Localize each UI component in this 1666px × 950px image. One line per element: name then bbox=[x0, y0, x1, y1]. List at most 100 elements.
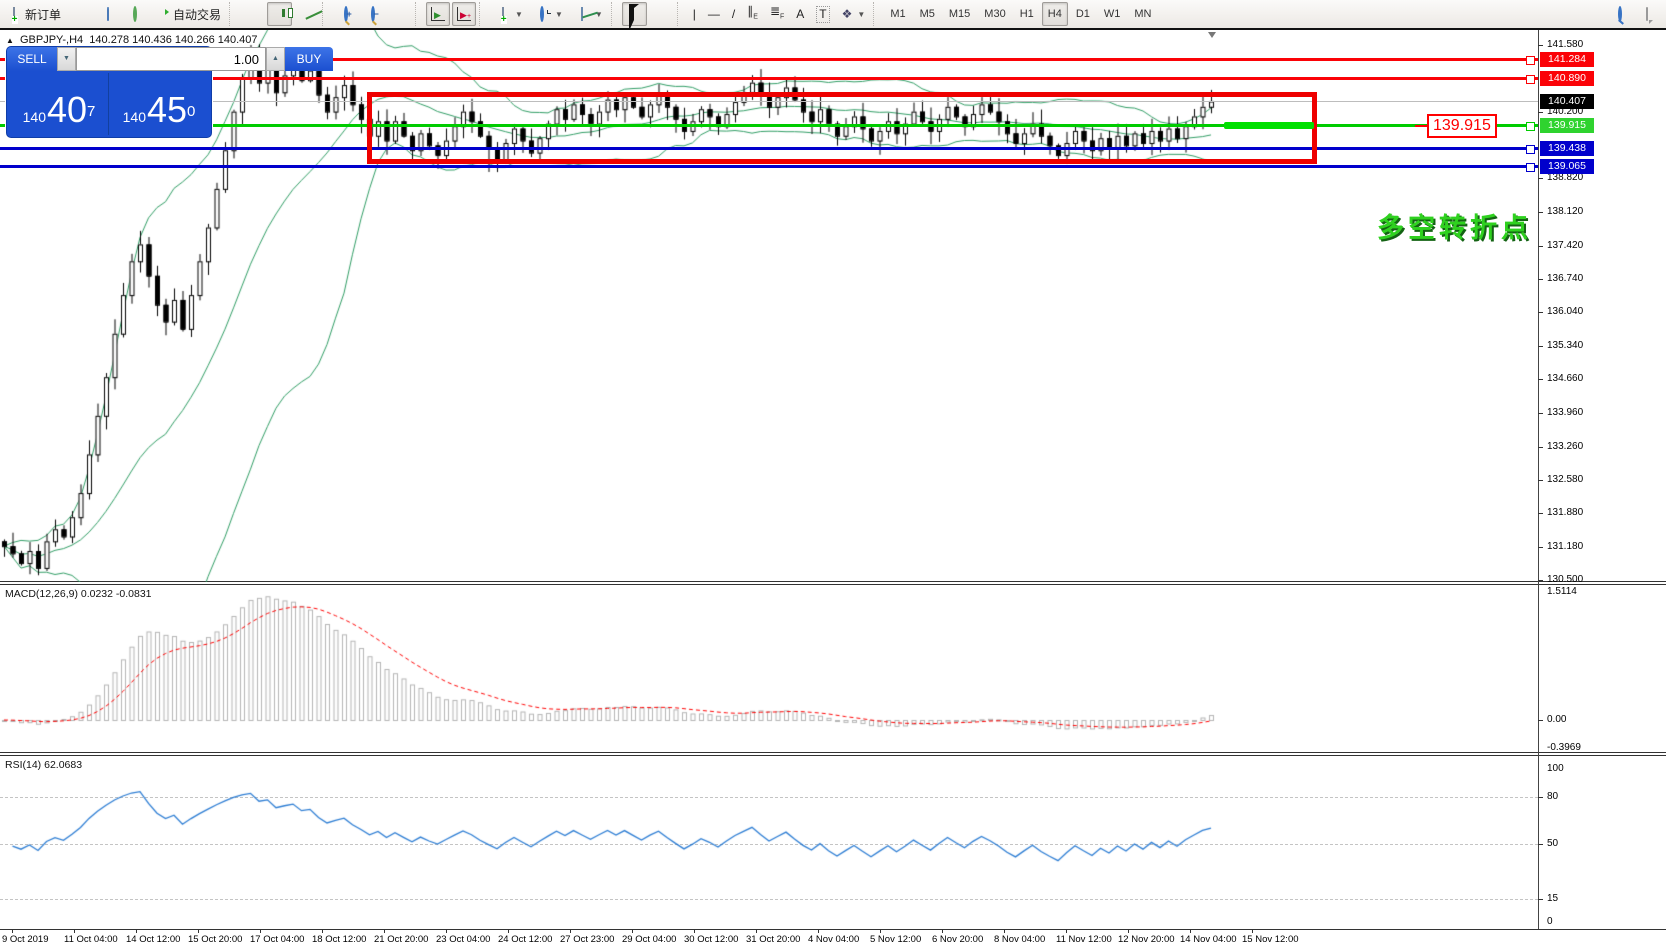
zoom-out-button[interactable]: − bbox=[360, 2, 385, 26]
price-tick bbox=[1538, 346, 1543, 348]
market-depth-button[interactable] bbox=[68, 2, 93, 26]
price-tick bbox=[1538, 412, 1543, 414]
range-rectangle[interactable] bbox=[367, 91, 1317, 164]
time-label: 4 Nov 04:00 bbox=[808, 934, 860, 945]
line-chart-icon bbox=[299, 7, 314, 22]
chevron-down-icon: ▼ bbox=[594, 9, 603, 19]
crosshair-icon bbox=[654, 7, 669, 22]
timeframe-mn[interactable]: MN bbox=[1134, 8, 1152, 20]
panel-separator[interactable] bbox=[0, 752, 1666, 753]
price-tick-label: 133.960 bbox=[1547, 406, 1584, 418]
arrows-button[interactable]: ❖ ▼ bbox=[837, 2, 871, 26]
text-icon: A bbox=[796, 6, 805, 21]
text-button[interactable]: A bbox=[791, 2, 809, 26]
time-tick bbox=[322, 929, 323, 933]
price-level-line-141.284[interactable] bbox=[0, 57, 1538, 61]
time-label: 11 Nov 12:00 bbox=[1056, 934, 1112, 945]
macd-label: MACD(12,26,9) 0.0232 -0.0831 bbox=[5, 588, 152, 600]
timeframe-m15[interactable]: M15 bbox=[948, 8, 971, 20]
bar-chart-button[interactable] bbox=[240, 2, 265, 26]
buy-button[interactable]: BUY bbox=[285, 47, 333, 71]
time-label: 5 Nov 12:00 bbox=[870, 934, 922, 945]
volume-input[interactable] bbox=[76, 47, 266, 71]
timeframe-m1[interactable]: M1 bbox=[890, 8, 906, 20]
price-tick bbox=[1538, 479, 1543, 481]
price-tick-label: 135.340 bbox=[1547, 340, 1584, 352]
time-tick bbox=[136, 929, 137, 933]
macd-canvas[interactable] bbox=[0, 585, 1538, 752]
rsi-axis-80: 80 bbox=[1547, 790, 1559, 802]
timeframe-h1[interactable]: H1 bbox=[1019, 8, 1034, 20]
price-tick-label: 131.880 bbox=[1547, 507, 1584, 519]
cursor-button[interactable] bbox=[621, 2, 647, 31]
candlestick-chart-button[interactable] bbox=[267, 2, 293, 26]
timeframe-d1[interactable]: D1 bbox=[1075, 8, 1090, 20]
new-order-button[interactable]: 新订单 bbox=[1, 2, 66, 26]
broadcast-button[interactable] bbox=[122, 2, 147, 26]
horizontal-line-button[interactable]: — bbox=[703, 2, 725, 26]
chart-area[interactable]: ▲ GBPJPY-,H4 140.278 140.436 140.266 140… bbox=[0, 30, 1666, 950]
vertical-line-button[interactable]: | bbox=[688, 2, 701, 26]
highlight-trend-segment[interactable] bbox=[1224, 121, 1314, 129]
timeframe-m30[interactable]: M30 bbox=[984, 8, 1006, 20]
volume-decrease-button[interactable]: ▼ bbox=[57, 47, 76, 71]
time-label: 15 Nov 12:00 bbox=[1242, 934, 1299, 945]
chart-shift-marker[interactable] bbox=[1208, 32, 1216, 38]
fibonacci-button[interactable]: ≣F bbox=[765, 2, 789, 26]
rsi-axis-15: 15 bbox=[1547, 893, 1559, 905]
macd-axis-bottom: -0.3969 bbox=[1547, 742, 1581, 753]
chevron-down-icon: ▼ bbox=[515, 9, 523, 19]
time-tick bbox=[12, 929, 13, 933]
trendline-icon: / bbox=[731, 6, 736, 21]
search-button[interactable] bbox=[1607, 2, 1632, 26]
autotrading-button[interactable]: 自动交易 bbox=[149, 2, 226, 26]
symbol-collapse-icon[interactable]: ▲ bbox=[6, 36, 14, 45]
time-label: 24 Oct 12:00 bbox=[498, 934, 553, 945]
timeframe-m5[interactable]: M5 bbox=[919, 8, 935, 20]
zoom-in-button[interactable]: + bbox=[333, 2, 358, 26]
time-tick bbox=[260, 929, 261, 933]
annotation-text[interactable]: 多空转折点 bbox=[1377, 213, 1532, 243]
periods-button[interactable]: ▼ bbox=[530, 2, 568, 26]
timeframe-w1[interactable]: W1 bbox=[1103, 8, 1121, 20]
chart-shift-icon: ▶+ bbox=[457, 7, 471, 21]
time-tick bbox=[1190, 929, 1191, 933]
buy-price[interactable]: 140 45 0 bbox=[110, 73, 208, 135]
rsi-canvas[interactable] bbox=[0, 756, 1538, 929]
auto-scroll-button[interactable]: ▶ bbox=[426, 2, 451, 26]
indicators-button[interactable]: ▼ bbox=[490, 2, 528, 26]
price-level-line-140.407[interactable] bbox=[0, 101, 1538, 103]
time-tick bbox=[818, 929, 819, 933]
timeframe-h4[interactable]: H4 bbox=[1041, 2, 1068, 26]
time-label: 8 Nov 04:00 bbox=[994, 934, 1046, 945]
price-tick bbox=[1538, 212, 1543, 214]
time-label: 9 Oct 2019 bbox=[2, 934, 49, 945]
time-label: 17 Oct 04:00 bbox=[250, 934, 305, 945]
price-callout-label[interactable]: 139.915 bbox=[1415, 114, 1497, 139]
trendline-button[interactable]: / bbox=[727, 2, 740, 26]
chat-button[interactable] bbox=[1634, 2, 1659, 26]
profile-button[interactable] bbox=[95, 2, 120, 26]
text-label-button[interactable]: T bbox=[811, 2, 834, 26]
sell-button[interactable]: SELL bbox=[7, 47, 57, 71]
price-level-line-139.438[interactable] bbox=[0, 146, 1538, 150]
toolbar-separator bbox=[676, 2, 685, 26]
sell-price-figure: 140 bbox=[22, 109, 46, 125]
price-level-line-139.065[interactable] bbox=[0, 164, 1538, 168]
crosshair-button[interactable] bbox=[649, 2, 674, 26]
sell-price[interactable]: 140 40 7 bbox=[10, 73, 109, 135]
toolbar-separator bbox=[229, 2, 237, 26]
clock-icon bbox=[535, 5, 550, 22]
chart-shift-button[interactable]: ▶+ bbox=[452, 2, 477, 26]
templates-button[interactable]: ▼ bbox=[570, 2, 608, 26]
price-level-line-140.89[interactable] bbox=[0, 76, 1538, 80]
broadcast-icon bbox=[127, 5, 142, 22]
line-chart-button[interactable] bbox=[294, 2, 319, 26]
volume-increase-button[interactable]: ▲ bbox=[266, 47, 285, 71]
tile-windows-button[interactable] bbox=[387, 2, 412, 26]
time-tick bbox=[74, 929, 75, 933]
channel-button[interactable]: ∥E bbox=[742, 2, 763, 26]
price-level-line-139.915[interactable] bbox=[0, 123, 1538, 127]
price-tick-label: 136.740 bbox=[1547, 272, 1584, 284]
time-tick bbox=[942, 929, 943, 933]
